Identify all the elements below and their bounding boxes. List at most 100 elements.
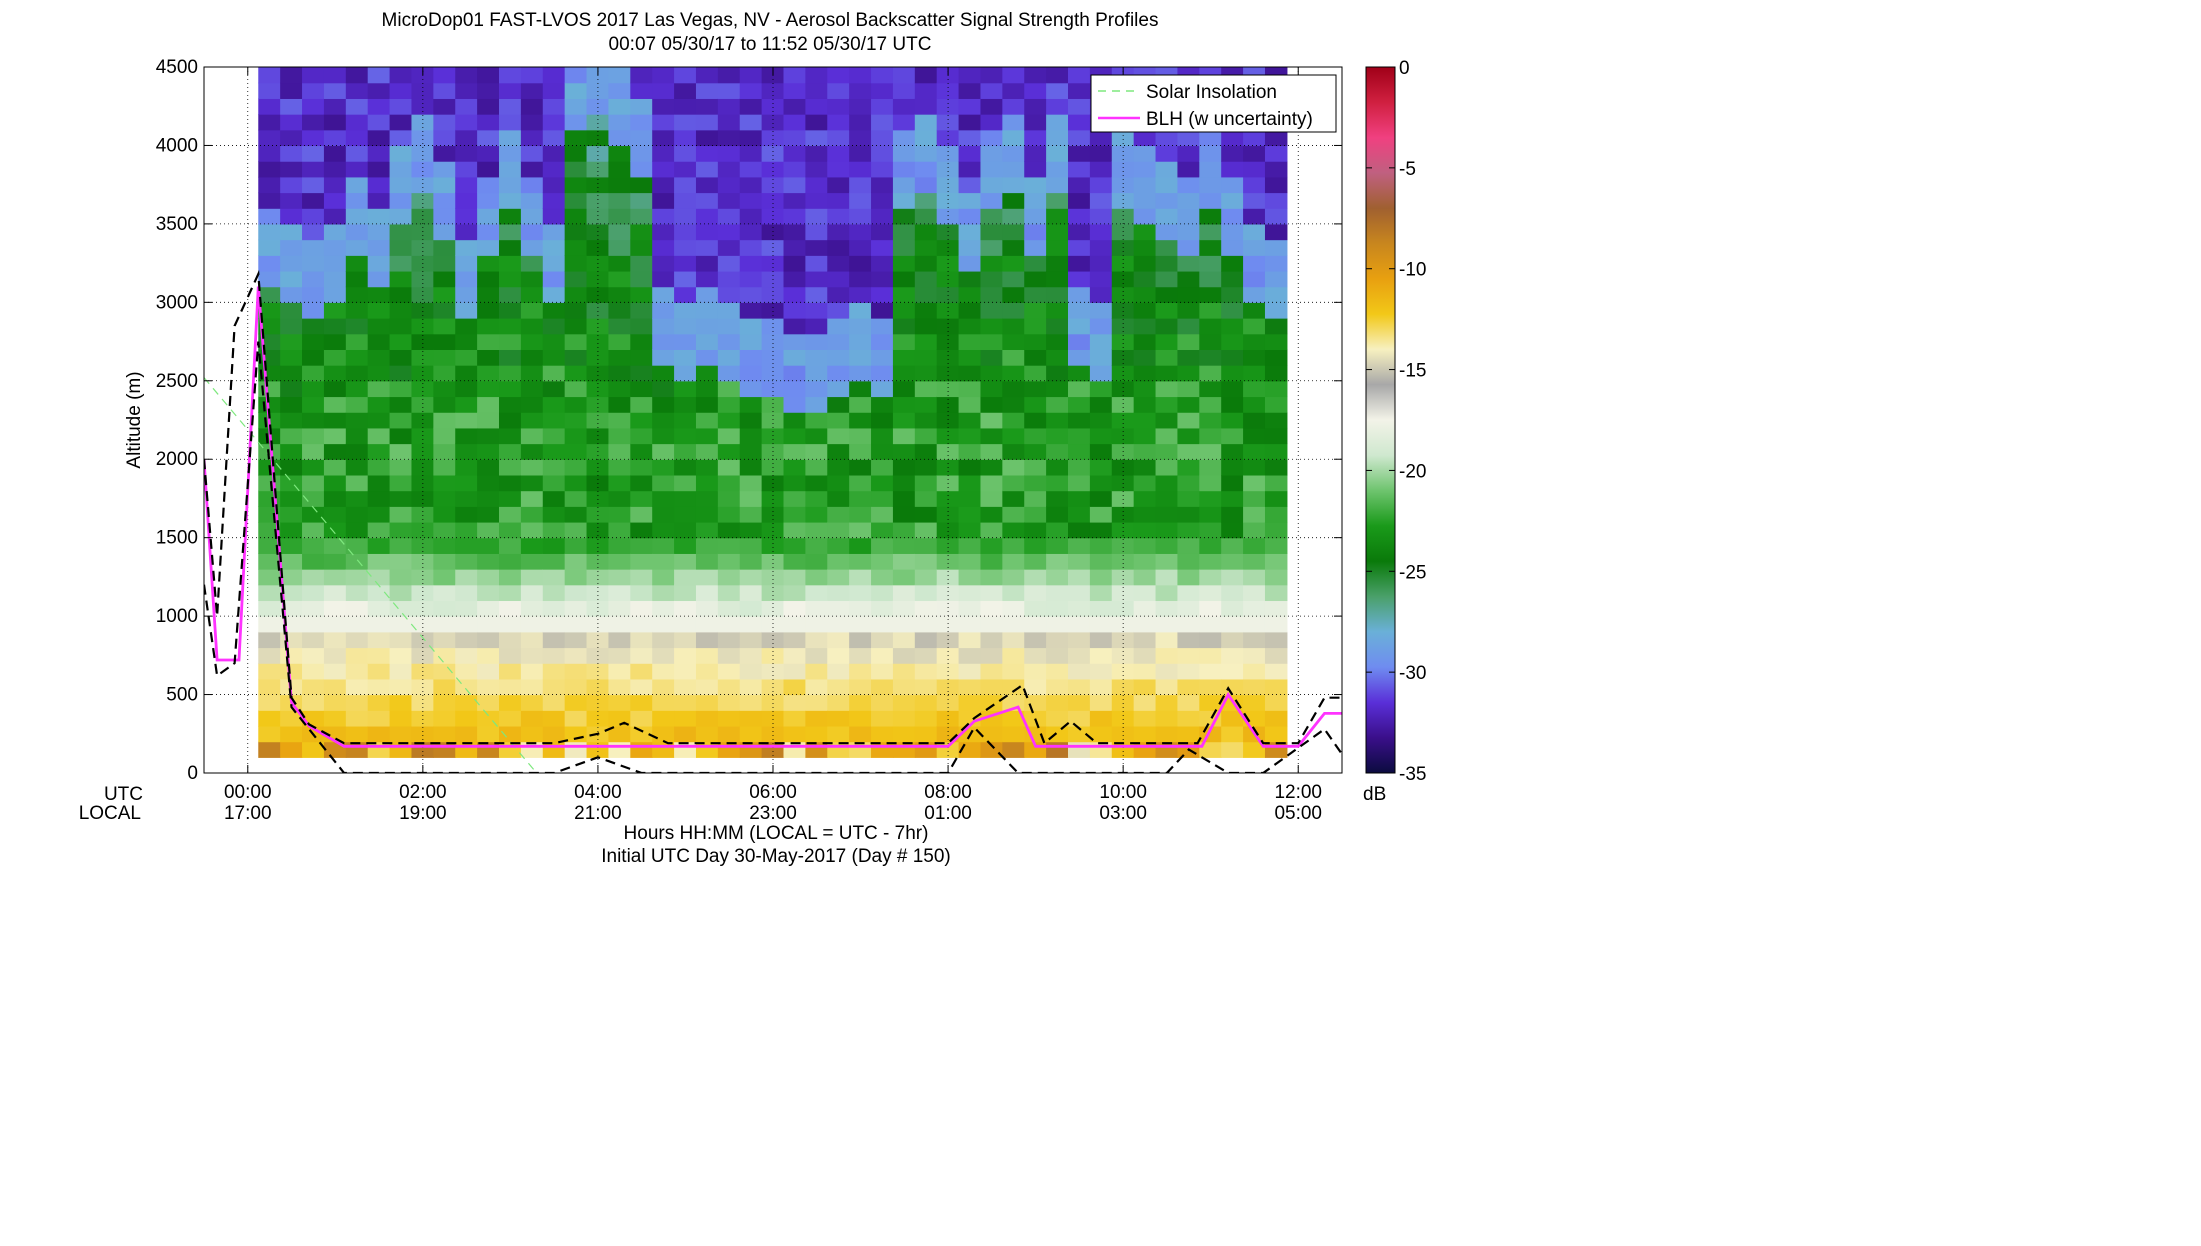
heatmap-cell (936, 694, 960, 711)
heatmap-cell (1002, 427, 1025, 445)
heatmap-cell (630, 725, 653, 743)
heatmap-cell (564, 459, 588, 476)
heatmap-cell (1046, 161, 1069, 178)
heatmap-cell (914, 114, 938, 131)
heatmap-cell (914, 427, 938, 445)
heatmap-cell (586, 192, 610, 209)
heatmap-cell (433, 67, 456, 84)
heatmap-cell (258, 443, 281, 460)
heatmap-cell (936, 98, 960, 115)
heatmap-cell (564, 380, 588, 398)
heatmap-cell (280, 553, 303, 570)
heatmap-cell (805, 302, 828, 319)
heatmap-cell (695, 396, 719, 413)
heatmap-cell (695, 176, 719, 194)
heatmap-cell (717, 192, 741, 209)
heatmap-cell (323, 302, 347, 319)
heatmap-cell (280, 192, 303, 209)
heatmap-cell (455, 427, 478, 445)
heatmap-cell (892, 459, 916, 476)
heatmap-cell (1155, 333, 1179, 350)
heatmap-cell (783, 176, 806, 194)
heatmap-cell (542, 694, 566, 711)
heatmap-cell (564, 239, 588, 256)
heatmap-cell (1089, 349, 1113, 366)
heatmap-cell (258, 710, 281, 727)
heatmap-cell (1155, 663, 1179, 680)
heatmap-cell (1177, 521, 1200, 539)
heatmap-cell (586, 365, 610, 382)
heatmap-cell (389, 98, 413, 115)
heatmap-cell (739, 239, 763, 256)
heatmap-cell (542, 255, 566, 272)
heatmap-cell (892, 694, 916, 711)
heatmap-cell (564, 427, 588, 445)
heatmap-cell (827, 474, 850, 492)
heatmap-cell (323, 208, 347, 225)
heatmap-cell (652, 569, 675, 586)
heatmap-cell (389, 569, 413, 586)
heatmap-cell (258, 741, 281, 758)
heatmap-cell (1155, 537, 1179, 554)
heatmap-cell (1243, 239, 1266, 256)
heatmap-cell (1024, 710, 1047, 727)
heatmap-cell (1046, 600, 1069, 617)
heatmap-cell (849, 553, 872, 570)
heatmap-cell (1024, 349, 1047, 366)
heatmap-cell (1111, 208, 1135, 225)
heatmap-cell (674, 270, 697, 288)
heatmap-cell (280, 600, 303, 617)
heatmap-cell (608, 161, 631, 178)
heatmap-cell (761, 710, 785, 727)
heatmap-cell (717, 725, 741, 743)
heatmap-cell (652, 333, 675, 350)
heatmap-cell (1243, 349, 1266, 366)
heatmap-cell (1264, 663, 1288, 680)
heatmap-cell (367, 569, 391, 586)
heatmap-cell (761, 412, 785, 429)
heatmap-cell (630, 333, 653, 350)
heatmap-cell (323, 114, 347, 131)
heatmap-cell (1155, 129, 1179, 147)
heatmap-cell (761, 114, 785, 131)
heatmap-cell (564, 678, 588, 696)
heatmap-cell (1046, 255, 1069, 272)
heatmap-cell (1177, 223, 1200, 241)
heatmap-cell (652, 725, 675, 743)
heatmap-cell (1133, 553, 1157, 570)
heatmap-cell (958, 412, 982, 429)
heatmap-cell (980, 663, 1003, 680)
heatmap-cell (302, 506, 325, 523)
heatmap-cell (827, 553, 850, 570)
heatmap-cell (892, 600, 916, 617)
heatmap-cell (871, 208, 894, 225)
heatmap-cell (1243, 537, 1266, 554)
heatmap-cell (586, 710, 610, 727)
heatmap-cell (1155, 427, 1179, 445)
heatmap-cell (761, 286, 785, 303)
heatmap-cell (805, 192, 828, 209)
heatmap-cell (805, 678, 828, 696)
heatmap-cell (805, 569, 828, 586)
heatmap-cell (1002, 349, 1025, 366)
heatmap-cell (980, 192, 1003, 209)
heatmap-cell (433, 459, 456, 476)
heatmap-cell (1264, 145, 1288, 162)
heatmap-cell (805, 82, 828, 99)
heatmap-cell (280, 474, 303, 492)
heatmap-cell (367, 459, 391, 476)
heatmap-cell (1243, 396, 1266, 413)
heatmap-cell (674, 412, 697, 429)
heatmap-cell (958, 67, 982, 84)
heatmap-cell (1111, 145, 1135, 162)
heatmap-cell (1133, 647, 1157, 664)
heatmap-cell (958, 286, 982, 303)
heatmap-cell (1046, 223, 1069, 241)
y-tick-label: 4500 (156, 57, 198, 78)
heatmap-cell (1046, 537, 1069, 554)
heatmap-cell (695, 663, 719, 680)
heatmap-cell (280, 569, 303, 586)
heatmap-cell (280, 631, 303, 649)
heatmap-cell (389, 380, 413, 398)
